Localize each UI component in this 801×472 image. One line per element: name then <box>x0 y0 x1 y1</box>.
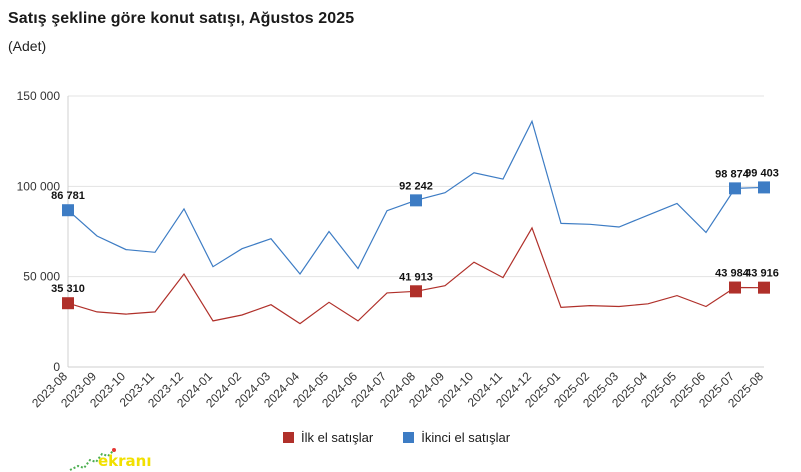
data-label: 41 913 <box>399 271 433 283</box>
y-tick-label: 50 000 <box>23 270 60 284</box>
legend-label-first-hand: İlk el satışlar <box>301 430 374 445</box>
legend-item-first-hand[interactable]: İlk el satışlar <box>283 430 373 445</box>
legend-swatch-first-hand <box>283 432 294 443</box>
watermark-logo-text: ekranı <box>98 452 152 470</box>
chart-subtitle: (Adet) <box>8 38 47 54</box>
data-point-marker <box>62 297 74 310</box>
data-point-marker <box>729 281 741 294</box>
data-point-marker <box>729 182 741 195</box>
y-tick-label: 100 000 <box>17 179 61 193</box>
data-label: 86 781 <box>51 190 85 202</box>
chart-legend: İlk el satışlar İkinci el satışlar <box>283 430 510 445</box>
data-label: 92 242 <box>399 180 433 192</box>
data-point-marker <box>410 194 422 207</box>
data-point-marker <box>758 281 770 294</box>
legend-swatch-second-hand <box>403 432 415 443</box>
data-label: 43 916 <box>745 268 779 280</box>
chart-title: Satış şekline göre konut satışı, Ağustos… <box>8 10 355 27</box>
data-label: 98 874 <box>715 168 750 180</box>
y-tick-label: 0 <box>53 360 60 374</box>
data-point-marker <box>410 285 422 298</box>
data-label: 99 403 <box>745 167 779 179</box>
watermark-logo-icon <box>69 448 116 471</box>
data-label: 43 984 <box>715 268 750 280</box>
data-point-marker <box>62 204 74 217</box>
data-point-marker <box>758 181 770 194</box>
y-tick-label: 150 000 <box>17 89 61 103</box>
legend-item-second-hand[interactable]: İkinci el satışlar <box>403 430 510 445</box>
legend-label-second-hand: İkinci el satışlar <box>421 430 511 445</box>
data-label: 35 310 <box>51 283 85 295</box>
